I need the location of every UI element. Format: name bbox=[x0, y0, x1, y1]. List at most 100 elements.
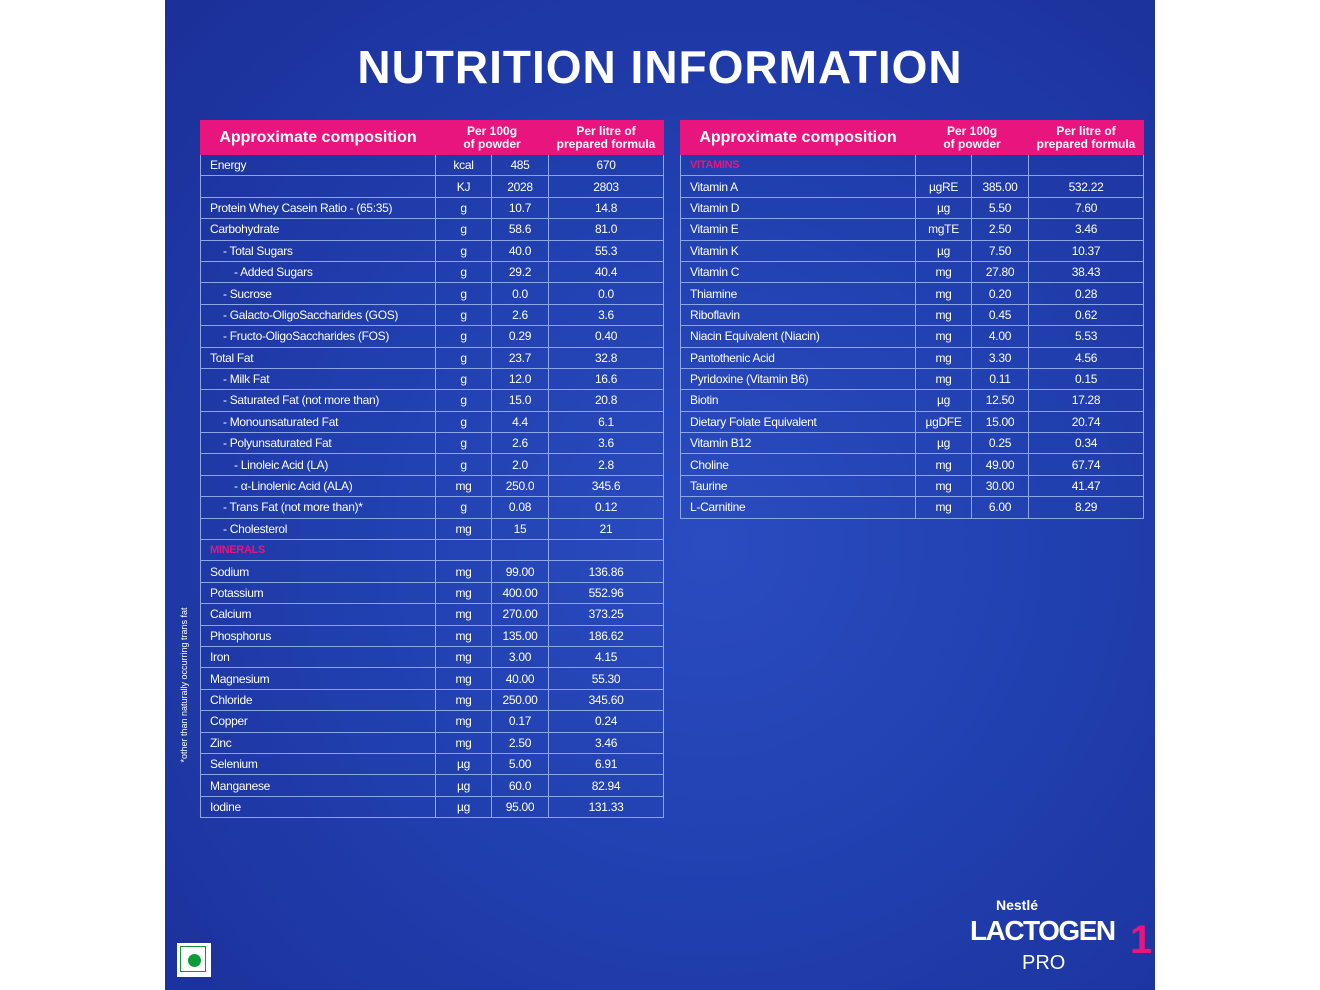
per-litre-value: 5.53 bbox=[1028, 325, 1145, 348]
unit: µg bbox=[915, 389, 972, 412]
table-row: Sodium mg 99.00 136.86 bbox=[200, 560, 665, 583]
per-litre-value: 345.6 bbox=[548, 474, 665, 498]
table-row: L-Carnitine mg 6.00 8.29 bbox=[680, 496, 1145, 519]
unit: µg bbox=[915, 432, 972, 455]
unit: mg bbox=[915, 453, 972, 476]
table-row: Iron mg 3.00 4.15 bbox=[200, 645, 665, 669]
per-100g-value: 135.00 bbox=[490, 624, 550, 647]
per-litre-value: 14.8 bbox=[548, 196, 665, 220]
product-stage: 1 bbox=[1130, 918, 1153, 962]
table-row: - Saturated Fat (not more than) g 15.0 20.8 bbox=[200, 389, 665, 412]
nutrient-name: Iron bbox=[200, 645, 436, 669]
table-row: Chloride mg 250.00 345.60 bbox=[200, 688, 665, 712]
nutrient-name: Niacin Equivalent (Niacin) bbox=[680, 325, 916, 348]
per-100g-value: 49.00 bbox=[970, 453, 1030, 476]
unit: mg bbox=[435, 688, 492, 712]
per-litre-value: 131.33 bbox=[548, 795, 665, 819]
nutrient-name: Calcium bbox=[200, 603, 436, 626]
per-litre-value: 82.94 bbox=[548, 774, 665, 797]
per-litre-value: 38.43 bbox=[1028, 260, 1145, 284]
nutrient-name: - Linoleic Acid (LA) bbox=[200, 453, 436, 476]
per-100g-value: 5.50 bbox=[970, 196, 1030, 220]
per-100g-value: 27.80 bbox=[970, 260, 1030, 284]
table-row: - Added Sugars g 29.2 40.4 bbox=[200, 260, 665, 284]
nutrient-name: VITAMINS bbox=[680, 153, 916, 177]
unit: mg bbox=[435, 581, 492, 605]
per-100g-value: 12.0 bbox=[490, 367, 550, 391]
unit: mg bbox=[435, 667, 492, 690]
table-row: Dietary Folate Equivalent µgDFE 15.00 20.74 bbox=[680, 410, 1145, 434]
unit: kcal bbox=[435, 153, 492, 177]
nutrient-name: - Trans Fat (not more than)* bbox=[200, 496, 436, 519]
per-litre-value: 0.62 bbox=[1028, 303, 1145, 327]
unit: g bbox=[435, 303, 492, 327]
per-litre-value: 0.15 bbox=[1028, 367, 1145, 391]
per-litre-value: 0.28 bbox=[1028, 282, 1145, 305]
nutrition-table-right: Approximate composition Per 100g of powder… bbox=[680, 120, 1145, 519]
per-100g-value: 60.0 bbox=[490, 774, 550, 797]
nutrient-name bbox=[200, 175, 436, 198]
per-litre-value: 2803 bbox=[548, 175, 665, 198]
header-per-100g-line2: of powder bbox=[463, 136, 521, 151]
unit: µg bbox=[915, 239, 972, 262]
unit bbox=[435, 539, 492, 562]
unit bbox=[915, 153, 972, 177]
per-100g-value: 95.00 bbox=[490, 795, 550, 819]
unit: mg bbox=[435, 474, 492, 498]
header-per-litre: Per litre of prepared formula bbox=[548, 120, 665, 155]
per-litre-value: 3.6 bbox=[548, 303, 665, 327]
per-100g-value: 40.0 bbox=[490, 239, 550, 262]
unit: g bbox=[435, 239, 492, 262]
per-litre-value: 670 bbox=[548, 153, 665, 177]
per-litre-value: 20.8 bbox=[548, 389, 665, 412]
nutrient-name: Energy bbox=[200, 153, 436, 177]
per-100g-value: 2.50 bbox=[490, 731, 550, 754]
table-row: Total Fat g 23.7 32.8 bbox=[200, 346, 665, 369]
unit: mg bbox=[915, 260, 972, 284]
per-litre-value: 3.46 bbox=[1028, 218, 1145, 241]
table-row: - Trans Fat (not more than)* g 0.08 0.12 bbox=[200, 496, 665, 519]
table-row: Niacin Equivalent (Niacin) mg 4.00 5.53 bbox=[680, 325, 1145, 348]
per-100g-value: 5.00 bbox=[490, 752, 550, 776]
per-litre-value: 21 bbox=[548, 517, 665, 541]
table-row: - Galacto-OligoSaccharides (GOS) g 2.6 3.6 bbox=[200, 303, 665, 327]
per-litre-value: 20.74 bbox=[1028, 410, 1145, 434]
nutrient-name: Phosphorus bbox=[200, 624, 436, 647]
unit: g bbox=[435, 325, 492, 348]
per-litre-value: 55.30 bbox=[548, 667, 665, 690]
nutrient-name: - Total Sugars bbox=[200, 239, 436, 262]
header-composition: Approximate composition bbox=[200, 120, 436, 155]
unit: mg bbox=[435, 560, 492, 583]
per-100g-value: 0.17 bbox=[490, 710, 550, 733]
unit: mg bbox=[915, 496, 972, 519]
per-100g-value: 0.0 bbox=[490, 282, 550, 305]
table-row: - Milk Fat g 12.0 16.6 bbox=[200, 367, 665, 391]
nutrient-name: - Cholesterol bbox=[200, 517, 436, 541]
per-litre-value: 67.74 bbox=[1028, 453, 1145, 476]
per-litre-value: 41.47 bbox=[1028, 474, 1145, 498]
unit: g bbox=[435, 496, 492, 519]
nutrient-name: Vitamin K bbox=[680, 239, 916, 262]
nutrient-name: - Fructo-OligoSaccharides (FOS) bbox=[200, 325, 436, 348]
per-litre-value: 345.60 bbox=[548, 688, 665, 712]
table-row: Carbohydrate g 58.6 81.0 bbox=[200, 218, 665, 241]
nutrient-name: Vitamin C bbox=[680, 260, 916, 284]
unit: mg bbox=[435, 603, 492, 626]
per-litre-value: 16.6 bbox=[548, 367, 665, 391]
unit: mg bbox=[435, 710, 492, 733]
nutrient-name: - Polyunsaturated Fat bbox=[200, 432, 436, 455]
per-100g-value: 3.00 bbox=[490, 645, 550, 669]
table-row: Choline mg 49.00 67.74 bbox=[680, 453, 1145, 476]
header-per-100g-line2: of powder bbox=[943, 136, 1001, 151]
per-100g-value: 6.00 bbox=[970, 496, 1030, 519]
unit: mg bbox=[435, 517, 492, 541]
header-per-litre-line1: Per litre of bbox=[1056, 123, 1116, 138]
nutrient-name: - Added Sugars bbox=[200, 260, 436, 284]
nutrient-name: Protein Whey Casein Ratio - (65:35) bbox=[200, 196, 436, 220]
per-litre-value: 3.46 bbox=[548, 731, 665, 754]
per-100g-value: 99.00 bbox=[490, 560, 550, 583]
unit: µgDFE bbox=[915, 410, 972, 434]
header-per-litre-line1: Per litre of bbox=[576, 123, 636, 138]
per-100g-value: 7.50 bbox=[970, 239, 1030, 262]
